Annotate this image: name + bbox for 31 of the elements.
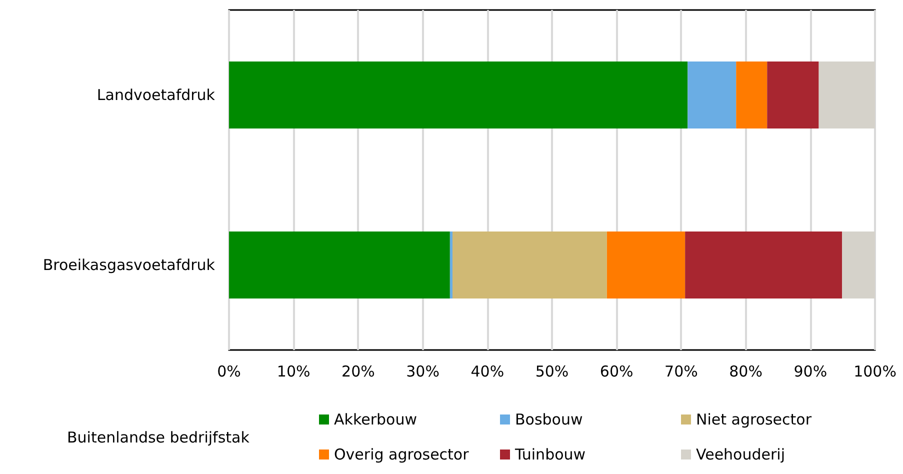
legend-label: Tuinbouw <box>514 446 586 464</box>
bar <box>450 232 453 298</box>
x-tick-label: 10% <box>276 362 310 380</box>
x-tick-label: 50% <box>535 362 569 380</box>
legend-label: Akkerbouw <box>334 410 417 428</box>
x-tick-label: 90% <box>794 362 828 380</box>
x-tick-label: 80% <box>729 362 762 380</box>
x-tick-label: 40% <box>470 362 504 380</box>
y-tick-label: Landvoetafdruk <box>96 86 216 104</box>
x-tick-label: 20% <box>342 362 375 380</box>
bar <box>767 62 819 128</box>
y-tick-label: Broeikasgasvoetafdruk <box>42 256 216 274</box>
bar <box>685 232 842 298</box>
x-tick-label: 100% <box>854 362 896 380</box>
x-tick-label: 30% <box>406 362 440 380</box>
x-tick-label: 0% <box>217 362 241 380</box>
legend-title: Buitenlandse bedrijfstak <box>67 428 250 446</box>
bar <box>229 62 688 128</box>
legend-label: Overig agrosector <box>334 446 470 464</box>
legend-label: Bosbouw <box>515 410 583 428</box>
bar <box>229 232 450 298</box>
legend-label: Niet agrosector <box>696 410 812 428</box>
x-tick-label: 70% <box>664 362 698 380</box>
bar <box>842 232 875 298</box>
bar <box>736 62 768 128</box>
x-tick-label: 60% <box>600 362 634 380</box>
bar <box>606 232 686 298</box>
bar <box>818 62 875 128</box>
bar <box>688 62 736 128</box>
legend-label: Veehouderij <box>696 446 785 464</box>
bar <box>452 232 607 298</box>
